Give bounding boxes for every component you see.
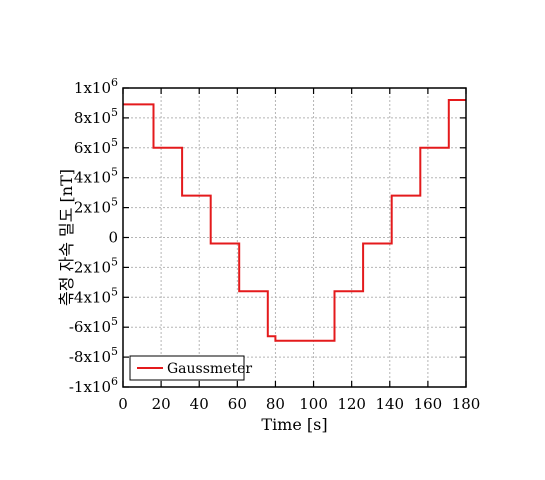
legend: Gaussmeter <box>129 355 252 381</box>
legend-label: Gaussmeter <box>167 361 252 377</box>
x-tick-label: 80 <box>266 395 285 413</box>
y-tick-label: 0 <box>108 229 118 247</box>
grid <box>123 88 466 387</box>
x-axis-title: Time [s] <box>261 415 327 434</box>
y-tick-label: -2x105 <box>69 255 118 276</box>
y-tick-label: 8x105 <box>74 106 118 127</box>
y-axis-title: 측정 자속 밀도 [nT] <box>57 169 76 306</box>
y-tick-label: 1x106 <box>74 76 118 97</box>
x-tick-label: 0 <box>118 395 128 413</box>
y-tick-label: 4x105 <box>74 166 118 187</box>
plot-frame <box>122 87 467 388</box>
y-tick-label: -1x106 <box>69 375 118 396</box>
y-tick-labels: 1x106 8x105 6x105 4x105 2x105 0 -2x105 -4x105 -6… <box>69 76 118 396</box>
y-tick-label: 6x105 <box>74 136 118 157</box>
y-tick-label: -4x105 <box>69 285 118 306</box>
x-tick-label: 120 <box>337 395 366 413</box>
x-tick-label: 160 <box>414 395 443 413</box>
x-tick-label: 140 <box>375 395 404 413</box>
x-tick-labels: 0 20 40 60 80 100 120 140 160 180 <box>118 395 480 413</box>
x-tick-label: 180 <box>452 395 481 413</box>
x-tick-label: 60 <box>228 395 247 413</box>
x-tick-label: 20 <box>152 395 171 413</box>
series-line-gaussmeter <box>123 99 466 342</box>
series-layer <box>123 99 466 342</box>
y-tick-label: 2x105 <box>74 196 118 217</box>
y-tick-label: -8x105 <box>69 345 118 366</box>
y-tick-label: -6x105 <box>69 315 118 336</box>
x-tick-label: 40 <box>190 395 209 413</box>
ticks <box>122 87 467 388</box>
x-tick-label: 100 <box>299 395 328 413</box>
